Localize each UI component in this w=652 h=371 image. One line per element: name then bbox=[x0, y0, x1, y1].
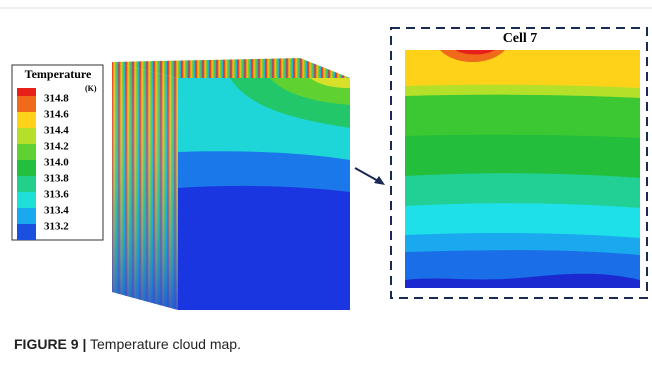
legend-swatch bbox=[17, 208, 36, 224]
legend-label: 313.8 bbox=[44, 173, 69, 185]
legend-label: 314.6 bbox=[44, 109, 69, 121]
legend-label: 314.4 bbox=[44, 125, 69, 137]
caption-label: FIGURE 9 | bbox=[14, 336, 86, 352]
legend-label: 313.4 bbox=[44, 205, 69, 217]
legend-title: Temperature bbox=[25, 67, 92, 81]
legend-label: 314.2 bbox=[44, 141, 69, 153]
legend-swatch bbox=[17, 112, 36, 128]
cell-contour bbox=[405, 50, 640, 288]
legend-swatch bbox=[17, 144, 36, 160]
caption-text: Temperature cloud map. bbox=[90, 336, 241, 352]
legend-unit: (K) bbox=[85, 84, 97, 93]
figure: Temperature (K) 314.8 314.6 314.4 314.2 314.… bbox=[0, 0, 652, 371]
legend-label: 314.0 bbox=[44, 157, 69, 169]
legend-swatch bbox=[17, 88, 36, 96]
legend-swatch bbox=[17, 192, 36, 208]
legend-swatch bbox=[17, 224, 36, 240]
legend-label: 313.2 bbox=[44, 221, 69, 233]
legend-swatch bbox=[17, 96, 36, 112]
legend-swatch bbox=[17, 160, 36, 176]
caption: FIGURE 9 | Temperature cloud map. bbox=[14, 336, 241, 352]
inset-title: Cell 7 bbox=[503, 31, 538, 46]
battery-module bbox=[112, 58, 350, 310]
legend-swatch bbox=[17, 128, 36, 144]
legend-label: 313.6 bbox=[44, 189, 69, 201]
legend-label: 314.8 bbox=[44, 93, 69, 105]
legend-swatch bbox=[17, 176, 36, 192]
